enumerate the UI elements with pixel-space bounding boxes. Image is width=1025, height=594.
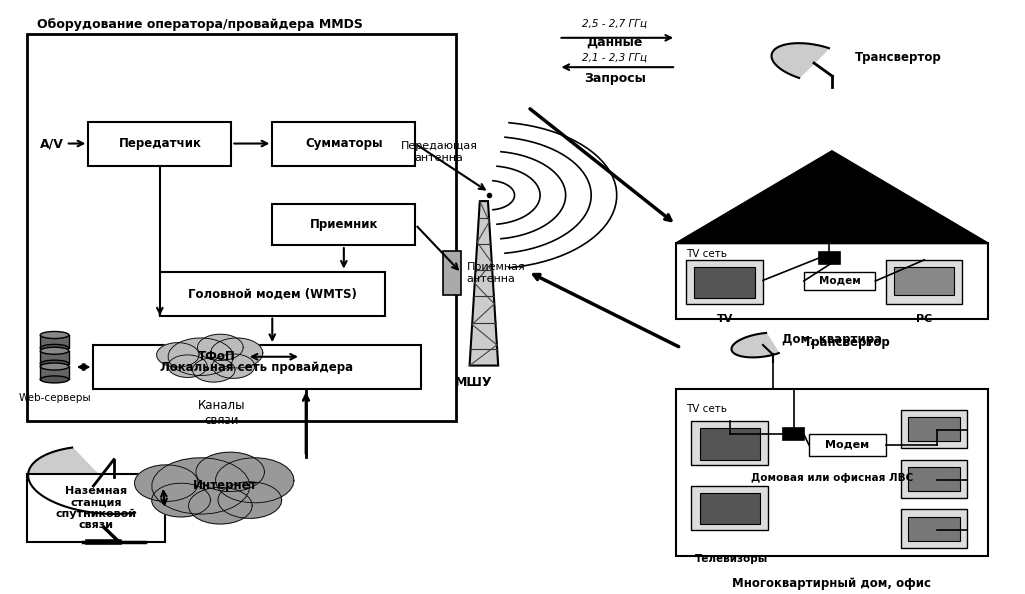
- Ellipse shape: [40, 345, 69, 352]
- Bar: [819, 252, 839, 264]
- Ellipse shape: [40, 376, 69, 383]
- Text: Трансвертор: Трансвертор: [855, 50, 942, 64]
- Polygon shape: [193, 358, 235, 382]
- Bar: [27, 34, 456, 421]
- Polygon shape: [772, 43, 829, 78]
- Bar: [88, 122, 232, 166]
- Text: Передающая
антенна: Передающая антенна: [401, 141, 478, 163]
- Text: Оборудование оператора/провайдера MMDS: Оборудование оператора/провайдера MMDS: [37, 18, 363, 31]
- Polygon shape: [168, 355, 207, 377]
- Ellipse shape: [40, 363, 69, 370]
- Polygon shape: [28, 447, 135, 514]
- Text: Модем: Модем: [819, 276, 860, 286]
- Bar: [273, 204, 415, 245]
- Bar: [687, 260, 763, 304]
- Bar: [901, 510, 968, 548]
- Bar: [886, 260, 962, 304]
- Text: Дом, квартира: Дом, квартира: [782, 333, 882, 346]
- Polygon shape: [168, 338, 234, 375]
- Text: МШУ: МШУ: [455, 376, 492, 389]
- Bar: [40, 335, 69, 348]
- Text: Приемник: Приемник: [310, 218, 378, 231]
- Bar: [894, 267, 954, 295]
- Text: TV сеть: TV сеть: [687, 249, 728, 259]
- Polygon shape: [211, 338, 262, 368]
- Text: Сумматоры: Сумматоры: [305, 137, 382, 150]
- Polygon shape: [732, 333, 779, 358]
- Text: Многоквартирный дом, офис: Многоквартирный дом, офис: [733, 577, 932, 590]
- Text: Домовая или офисная ЛВС: Домовая или офисная ЛВС: [751, 473, 913, 483]
- Polygon shape: [152, 483, 210, 517]
- Text: Передатчик: Передатчик: [119, 137, 201, 150]
- Text: 2,1 - 2,3 ГГц: 2,1 - 2,3 ГГц: [582, 52, 647, 62]
- Bar: [676, 243, 988, 318]
- Bar: [692, 486, 768, 530]
- Polygon shape: [196, 452, 264, 492]
- Polygon shape: [189, 488, 252, 524]
- Bar: [783, 428, 804, 440]
- Text: Телевизоры: Телевизоры: [695, 554, 768, 564]
- Text: Локальная сеть провайдера: Локальная сеть провайдера: [160, 361, 354, 374]
- Bar: [676, 389, 988, 557]
- Text: Модем: Модем: [825, 440, 869, 450]
- Polygon shape: [469, 201, 498, 365]
- Bar: [700, 493, 760, 524]
- Bar: [901, 460, 968, 498]
- Bar: [804, 271, 875, 290]
- Bar: [160, 271, 384, 315]
- Polygon shape: [676, 151, 988, 243]
- Bar: [908, 517, 960, 541]
- Text: Интернет: Интернет: [193, 479, 257, 492]
- Text: Приемная
антенна: Приемная антенна: [466, 262, 525, 284]
- Polygon shape: [134, 465, 198, 501]
- Bar: [273, 122, 415, 166]
- Text: Трансвертор: Трансвертор: [804, 336, 891, 349]
- Bar: [695, 267, 754, 298]
- Text: TV: TV: [716, 314, 733, 324]
- Bar: [443, 251, 461, 295]
- Bar: [40, 350, 69, 364]
- Text: PC: PC: [916, 314, 933, 324]
- Text: Наземная
станция
спутниковой
связи: Наземная станция спутниковой связи: [55, 485, 136, 530]
- Text: Web-серверы: Web-серверы: [18, 393, 91, 403]
- Bar: [809, 434, 886, 456]
- Text: Запросы: Запросы: [584, 72, 646, 86]
- Polygon shape: [212, 354, 254, 378]
- Bar: [27, 474, 165, 542]
- Polygon shape: [157, 343, 199, 367]
- Bar: [93, 345, 420, 389]
- Bar: [901, 410, 968, 448]
- Ellipse shape: [40, 360, 69, 367]
- Bar: [692, 421, 768, 466]
- Bar: [908, 467, 960, 491]
- Text: Головной модем (WMTS): Головной модем (WMTS): [188, 287, 357, 300]
- Polygon shape: [152, 458, 250, 514]
- Polygon shape: [215, 458, 294, 503]
- Text: А/V: А/V: [40, 137, 65, 150]
- Text: ТФоП: ТФоП: [198, 350, 236, 364]
- Ellipse shape: [40, 331, 69, 339]
- Text: Каналы
связи: Каналы связи: [198, 399, 245, 426]
- Bar: [908, 417, 960, 441]
- Text: 2,5 - 2,7 ГГц: 2,5 - 2,7 ГГц: [582, 18, 647, 29]
- Bar: [700, 428, 760, 460]
- Ellipse shape: [40, 347, 69, 354]
- Text: TV сеть: TV сеть: [687, 404, 728, 414]
- Polygon shape: [218, 482, 282, 519]
- Bar: [40, 366, 69, 380]
- Polygon shape: [198, 334, 243, 361]
- Text: Данные: Данные: [586, 36, 643, 49]
